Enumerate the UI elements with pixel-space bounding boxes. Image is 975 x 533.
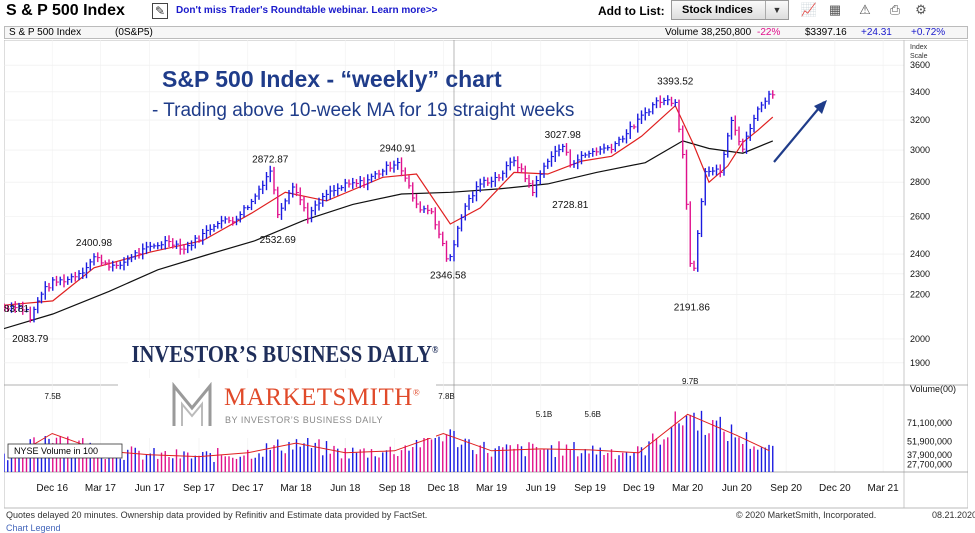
marketsmith-mark-icon xyxy=(172,382,212,426)
price-tick-label: 3400 xyxy=(910,87,930,97)
volume-value: Volume 38,250,800 xyxy=(665,27,752,38)
footer-note: Quotes delayed 20 minutes. Ownership dat… xyxy=(6,510,428,520)
price-point-label: 2083.79 xyxy=(12,334,49,345)
chevron-down-icon[interactable]: ▼ xyxy=(765,1,788,19)
chart-legend-link[interactable]: Chart Legend xyxy=(6,523,61,533)
index-name: S & P 500 Index xyxy=(9,27,82,38)
copyright: © 2020 MarketSmith, Incorporated. xyxy=(736,510,877,520)
chart-line-icon[interactable]: 📈 xyxy=(800,2,818,17)
volume-tick-label: 37,900,000 xyxy=(907,450,952,460)
volume-axis-label: Volume(00) xyxy=(910,384,956,394)
time-tick-label: Dec 16 xyxy=(36,483,68,494)
print-icon[interactable]: ⎙ xyxy=(889,2,901,17)
volume-tick-label: 51,900,000 xyxy=(907,436,952,446)
marketsmith-registered-mark: ® xyxy=(412,387,421,398)
edit-icon[interactable]: ✎ xyxy=(152,3,168,19)
marketsmith-logo: MARKETSMITH® BY INVESTOR’S BUSINESS DAIL… xyxy=(118,378,436,438)
price-point-label: 2346.58 xyxy=(430,271,467,282)
price-axis-label-1: Index xyxy=(910,44,928,51)
volume-peak-label: 5.1B xyxy=(536,410,552,419)
price-tick-label: 2300 xyxy=(910,269,930,279)
price-tick-label: 3200 xyxy=(910,115,930,125)
price-point-label: 2400.98 xyxy=(76,238,113,249)
time-tick-label: Jun 18 xyxy=(330,483,360,494)
time-tick-label: Jun 19 xyxy=(526,483,556,494)
top-bar: S & P 500 Index ✎ Don't miss Trader's Ro… xyxy=(0,0,975,24)
price-point-label: 3027.98 xyxy=(545,130,582,141)
time-tick-label: Mar 17 xyxy=(85,483,117,494)
price-point-label: 2532.69 xyxy=(260,235,297,246)
time-tick-label: Dec 17 xyxy=(232,483,264,494)
price-point-label: 2940.91 xyxy=(380,143,417,154)
chart-area: 7.5B5.5B7.8B5.1B5.6B9.7B 83.812083.79240… xyxy=(3,39,969,530)
price-point-label: 2191.86 xyxy=(674,302,711,313)
grid-icon[interactable]: ▦ xyxy=(828,2,842,17)
price-change-pct: +0.72% xyxy=(911,27,946,38)
ibd-logo: INVESTOR’S BUSINESS DAILY® xyxy=(128,342,442,369)
price-point-label: 2872.87 xyxy=(252,154,289,165)
annotation-subheading: - Trading above 10-week MA for 19 straig… xyxy=(152,100,574,121)
price-tick-label: 2000 xyxy=(910,334,930,344)
quote-info-bar: S & P 500 Index (0S&P5) Volume 38,250,80… xyxy=(4,26,968,39)
volume-peak-label: 7.5B xyxy=(45,392,61,401)
price-tick-label: 1900 xyxy=(910,358,930,368)
volume-legend: NYSE Volume in 100 xyxy=(14,446,98,456)
page-title: S & P 500 Index xyxy=(6,2,125,19)
price-tick-label: 2800 xyxy=(910,177,930,187)
price-tick-label: 2200 xyxy=(910,290,930,300)
marketsmith-subtitle: BY INVESTOR’S BUSINESS DAILY xyxy=(225,415,384,425)
volume-tick-label: 71,100,000 xyxy=(907,418,952,428)
time-tick-label: Jun 20 xyxy=(722,483,752,494)
time-tick-label: Sep 20 xyxy=(770,483,802,494)
volume-tick-label: 27,700,000 xyxy=(907,460,952,470)
time-tick-label: Jun 17 xyxy=(135,483,165,494)
time-tick-label: Dec 19 xyxy=(623,483,655,494)
index-symbol: (0S&P5) xyxy=(115,27,153,38)
ma40-line xyxy=(3,140,774,330)
price-tick-label: 2400 xyxy=(910,249,930,259)
price-axis-label-2: Scale xyxy=(910,53,928,60)
list-select-value: Stock Indices xyxy=(682,4,753,16)
price-chart-svg: 7.5B5.5B7.8B5.1B5.6B9.7B 83.812083.79240… xyxy=(3,39,969,509)
price-point-label: 83.81 xyxy=(4,304,29,315)
volume-peak-label: 5.6B xyxy=(585,410,601,419)
price-tick-label: 2600 xyxy=(910,212,930,222)
time-tick-label: Dec 18 xyxy=(427,483,459,494)
price-tick-label: 3000 xyxy=(910,145,930,155)
ibd-registered-mark: ® xyxy=(431,345,439,356)
alert-chart-icon[interactable]: ⚠ xyxy=(859,2,871,17)
price-tick-label: 3600 xyxy=(910,60,930,70)
annotation-heading: S&P 500 Index - “weekly” chart xyxy=(162,66,502,92)
volume-legend-box xyxy=(7,443,123,459)
time-tick-label: Mar 20 xyxy=(672,483,704,494)
time-tick-label: Sep 17 xyxy=(183,483,215,494)
ibd-logo-text: INVESTOR’S BUSINESS DAILY xyxy=(131,342,432,368)
volume-change: -22% xyxy=(757,27,781,38)
ma10-line xyxy=(3,104,774,306)
price-change: +24.31 xyxy=(861,27,892,38)
add-to-list-label: Add to List: xyxy=(598,4,665,18)
trend-arrow-line xyxy=(773,101,825,163)
price-point-label: 2728.81 xyxy=(552,200,589,211)
time-tick-label: Sep 19 xyxy=(574,483,606,494)
marketsmith-name-text: MARKETSMITH xyxy=(224,384,413,411)
price-value: $3397.16 xyxy=(805,27,847,38)
webinar-promo-link[interactable]: Don't miss Trader's Roundtable webinar. … xyxy=(176,5,438,16)
price-point-label: 3393.52 xyxy=(657,77,694,88)
time-tick-label: Mar 21 xyxy=(868,483,900,494)
volume-peak-label: 9.7B xyxy=(682,377,698,386)
time-tick-label: Mar 18 xyxy=(280,483,312,494)
volume-ma-line xyxy=(19,413,770,458)
time-tick-label: Sep 18 xyxy=(379,483,411,494)
time-tick-label: Mar 19 xyxy=(476,483,508,494)
settings-icon[interactable]: ⚙ xyxy=(915,2,927,17)
list-select[interactable]: Stock Indices ▼ xyxy=(671,0,789,20)
chart-date: 08.21.2020 xyxy=(932,510,975,520)
marketsmith-name: MARKETSMITH® xyxy=(224,384,420,412)
time-tick-label: Dec 20 xyxy=(819,483,851,494)
trend-arrow-head xyxy=(814,100,827,114)
volume-peak-label: 7.8B xyxy=(438,392,454,401)
